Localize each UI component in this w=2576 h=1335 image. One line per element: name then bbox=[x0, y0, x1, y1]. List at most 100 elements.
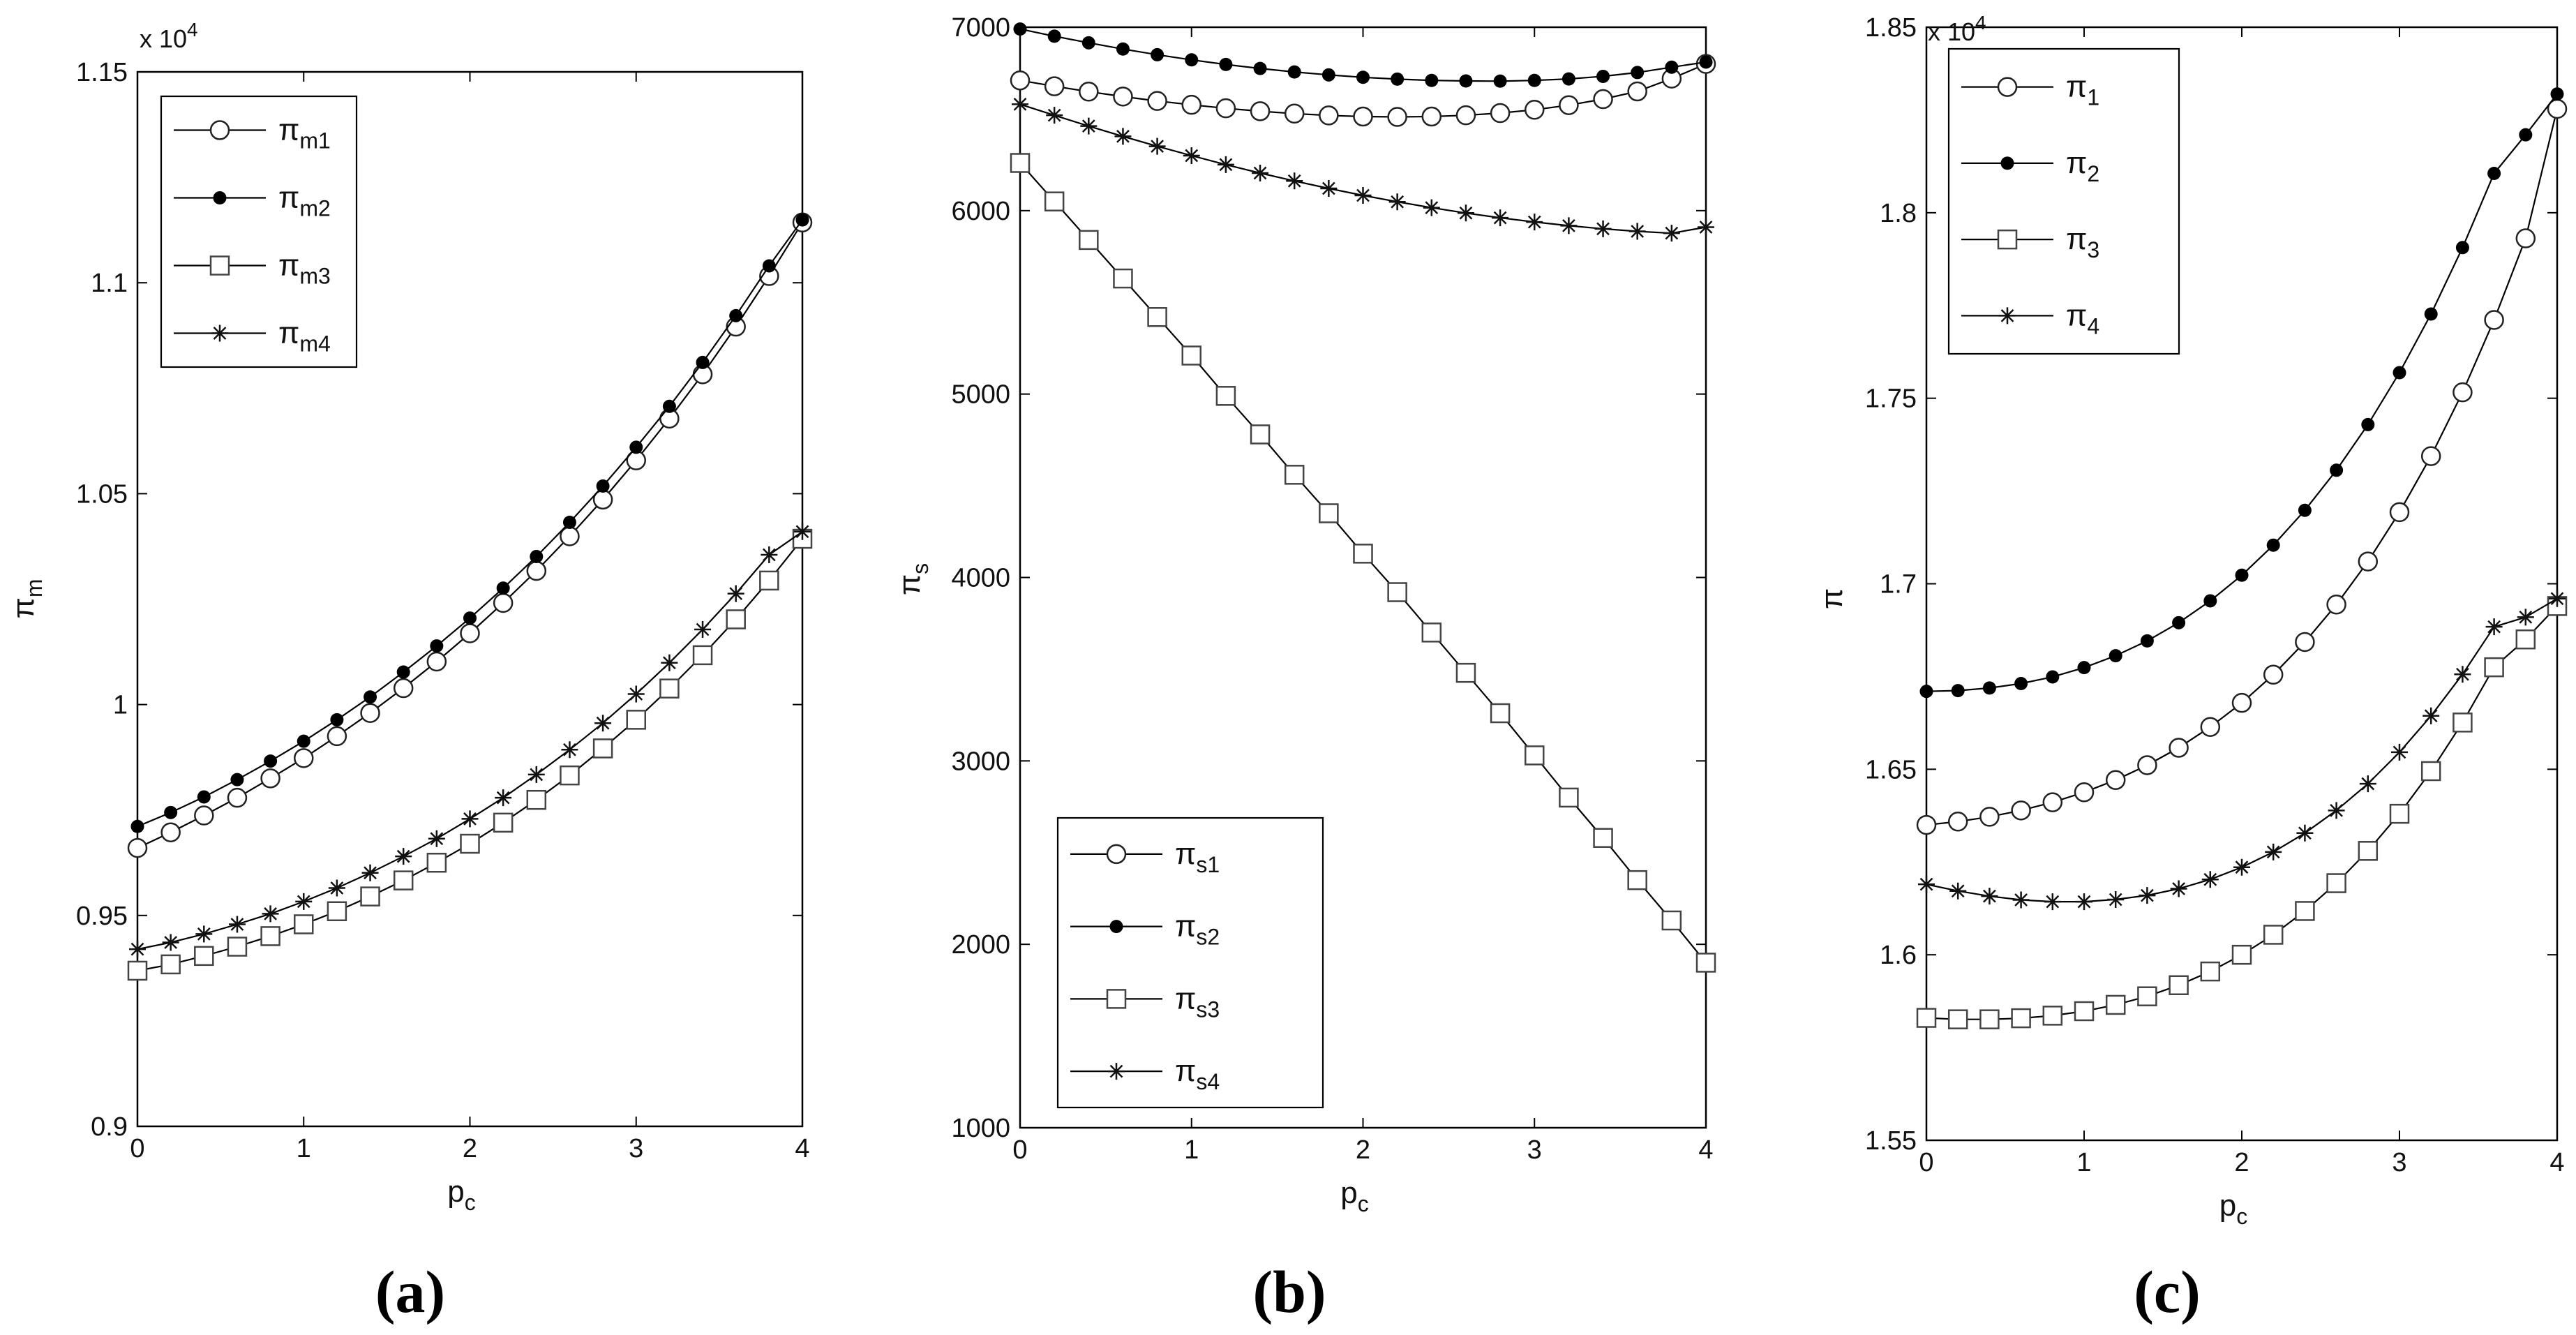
data-point bbox=[1253, 61, 1267, 75]
data-point bbox=[1079, 230, 1099, 251]
data-point bbox=[2392, 366, 2406, 380]
data-point bbox=[1455, 662, 1476, 683]
data-point bbox=[127, 960, 148, 981]
data-point bbox=[197, 790, 211, 804]
axis-multiplier: x 104 bbox=[1928, 12, 1986, 46]
data-point bbox=[761, 546, 778, 564]
data-point bbox=[1982, 681, 1996, 695]
data-point bbox=[1387, 582, 1407, 602]
data-point bbox=[1353, 106, 1373, 127]
x-axis-label: pc bbox=[2219, 1188, 2247, 1229]
data-point bbox=[2328, 802, 2345, 819]
data-point bbox=[260, 768, 280, 789]
data-point bbox=[2549, 590, 2566, 607]
data-point bbox=[460, 833, 480, 854]
series-line bbox=[137, 538, 803, 972]
legend-marker bbox=[211, 325, 228, 342]
data-point bbox=[164, 805, 178, 819]
data-point bbox=[428, 830, 445, 847]
data-point bbox=[562, 515, 576, 529]
data-point bbox=[230, 773, 244, 786]
data-point bbox=[1421, 106, 1442, 127]
data-point bbox=[2074, 782, 2095, 803]
legend-label: π2 bbox=[2066, 146, 2099, 186]
data-point bbox=[426, 853, 447, 873]
legend-label: πs4 bbox=[1175, 1054, 1220, 1094]
data-point bbox=[1116, 42, 1130, 56]
legend-label: π3 bbox=[2066, 222, 2099, 262]
x-tick-label: 3 bbox=[629, 1134, 643, 1163]
data-point bbox=[2519, 128, 2533, 142]
y-tick-label: 1.8 bbox=[1880, 199, 1917, 228]
data-point bbox=[1492, 209, 1509, 227]
data-point bbox=[2420, 446, 2441, 466]
data-point bbox=[626, 710, 646, 730]
series-line bbox=[1926, 597, 2558, 903]
data-point bbox=[1114, 128, 1132, 145]
y-tick-label: 2000 bbox=[951, 930, 1010, 960]
series-1 bbox=[1916, 98, 2568, 835]
x-tick-label: 2 bbox=[1356, 1135, 1370, 1165]
data-point bbox=[327, 901, 347, 922]
data-point bbox=[1219, 57, 1233, 71]
legend-label: πm2 bbox=[278, 181, 331, 221]
data-point bbox=[2263, 664, 2284, 685]
x-axis-label: pc bbox=[447, 1174, 475, 1215]
y-tick-label: 1.15 bbox=[76, 58, 128, 87]
data-point bbox=[2484, 310, 2504, 330]
data-point bbox=[527, 766, 545, 783]
data-point bbox=[526, 560, 547, 581]
data-point bbox=[2389, 803, 2410, 824]
data-point bbox=[1354, 187, 1372, 204]
data-point bbox=[1250, 424, 1271, 445]
x-tick-label: 2 bbox=[463, 1134, 477, 1163]
panel-label: (c) bbox=[2134, 1258, 2200, 1325]
data-point bbox=[1010, 70, 1031, 91]
data-point bbox=[526, 789, 547, 810]
data-point bbox=[661, 654, 678, 671]
data-point bbox=[1951, 684, 1965, 698]
data-point bbox=[160, 822, 181, 842]
legend-box bbox=[1056, 816, 1324, 1109]
data-point bbox=[1919, 685, 1933, 699]
data-point bbox=[195, 925, 213, 943]
data-point bbox=[662, 399, 676, 413]
data-point bbox=[1148, 137, 1166, 155]
legend-marker bbox=[1106, 844, 1127, 865]
legend-label: π4 bbox=[2066, 298, 2099, 338]
data-point bbox=[2484, 657, 2504, 678]
data-point bbox=[2359, 775, 2376, 793]
y-tick-label: 1.85 bbox=[1865, 13, 1917, 43]
data-point bbox=[2140, 634, 2154, 648]
data-point bbox=[2295, 632, 2315, 652]
data-point bbox=[1151, 47, 1165, 61]
data-point bbox=[530, 549, 544, 563]
data-point bbox=[264, 754, 278, 768]
x-tick-label: 0 bbox=[1012, 1135, 1027, 1165]
data-point bbox=[1979, 807, 2000, 827]
data-point bbox=[1183, 147, 1200, 164]
data-point bbox=[2389, 502, 2410, 523]
data-point bbox=[1663, 225, 1680, 242]
data-point bbox=[1387, 107, 1407, 127]
y-tick-label: 1.6 bbox=[1880, 941, 1917, 970]
data-point bbox=[1215, 386, 1236, 406]
data-point bbox=[393, 870, 414, 890]
data-point bbox=[1388, 193, 1406, 211]
data-point bbox=[1287, 65, 1301, 79]
x-tick-label: 2 bbox=[2234, 1148, 2249, 1177]
data-point bbox=[1147, 91, 1167, 111]
data-point bbox=[560, 765, 580, 786]
data-point bbox=[2076, 893, 2092, 911]
x-tick-label: 1 bbox=[297, 1134, 311, 1163]
data-point bbox=[1562, 72, 1575, 86]
data-point bbox=[1525, 100, 1545, 120]
data-point bbox=[1423, 199, 1440, 216]
data-point bbox=[2203, 594, 2217, 608]
data-point bbox=[2326, 873, 2346, 893]
data-point bbox=[726, 609, 746, 629]
data-point bbox=[596, 479, 610, 493]
data-point bbox=[729, 308, 743, 322]
data-point bbox=[2046, 670, 2060, 684]
